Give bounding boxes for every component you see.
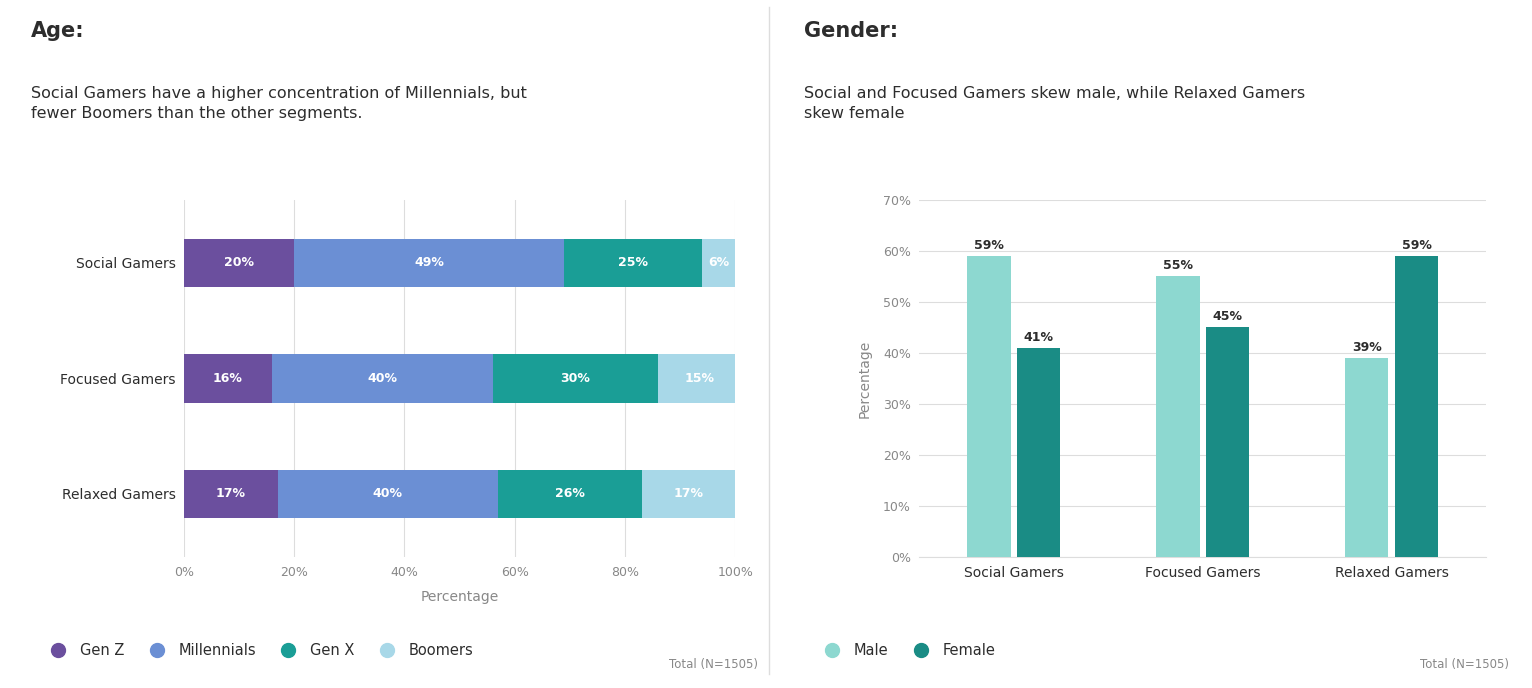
Text: Total (N=1505): Total (N=1505) <box>1420 658 1509 671</box>
Text: 49%: 49% <box>414 257 444 270</box>
Bar <box>967 256 1011 557</box>
Text: 26%: 26% <box>555 487 585 500</box>
Text: 55%: 55% <box>1163 259 1193 272</box>
Text: 40%: 40% <box>368 372 397 385</box>
Text: Gender:: Gender: <box>804 21 898 41</box>
Text: 15%: 15% <box>685 372 714 385</box>
Text: 17%: 17% <box>674 487 703 500</box>
Legend: Male, Female: Male, Female <box>812 637 1002 663</box>
Text: 30%: 30% <box>561 372 590 385</box>
Bar <box>1017 347 1060 557</box>
Text: 6%: 6% <box>708 257 729 270</box>
Text: Total (N=1505): Total (N=1505) <box>669 658 758 671</box>
Text: 40%: 40% <box>372 487 403 500</box>
Text: 20%: 20% <box>224 257 254 270</box>
Text: 41%: 41% <box>1023 331 1054 343</box>
Bar <box>1155 276 1200 557</box>
Bar <box>184 354 273 402</box>
Legend: Gen Z, Millennials, Gen X, Boomers: Gen Z, Millennials, Gen X, Boomers <box>38 637 480 663</box>
Text: 16%: 16% <box>213 372 244 385</box>
Text: 59%: 59% <box>974 239 1003 252</box>
Text: 25%: 25% <box>619 257 648 270</box>
Text: Social and Focused Gamers skew male, while Relaxed Gamers
skew female: Social and Focused Gamers skew male, whi… <box>804 86 1305 121</box>
Bar <box>184 470 277 518</box>
Bar <box>1394 256 1439 557</box>
Bar <box>1206 327 1250 557</box>
Bar <box>294 239 564 287</box>
Bar <box>273 354 493 402</box>
X-axis label: Percentage: Percentage <box>420 590 499 604</box>
Bar <box>642 470 735 518</box>
Bar <box>184 239 294 287</box>
Text: Social Gamers have a higher concentration of Millennials, but
fewer Boomers than: Social Gamers have a higher concentratio… <box>31 86 527 121</box>
Text: 39%: 39% <box>1351 341 1382 354</box>
Bar <box>498 470 642 518</box>
Bar <box>702 239 735 287</box>
Text: Age:: Age: <box>31 21 84 41</box>
Bar <box>564 239 702 287</box>
Y-axis label: Percentage: Percentage <box>858 339 872 418</box>
Text: 17%: 17% <box>216 487 245 500</box>
Bar <box>493 354 659 402</box>
Bar <box>277 470 498 518</box>
Text: 59%: 59% <box>1402 239 1431 252</box>
Bar <box>659 354 741 402</box>
Bar <box>1345 358 1388 557</box>
Text: 45%: 45% <box>1212 310 1242 323</box>
